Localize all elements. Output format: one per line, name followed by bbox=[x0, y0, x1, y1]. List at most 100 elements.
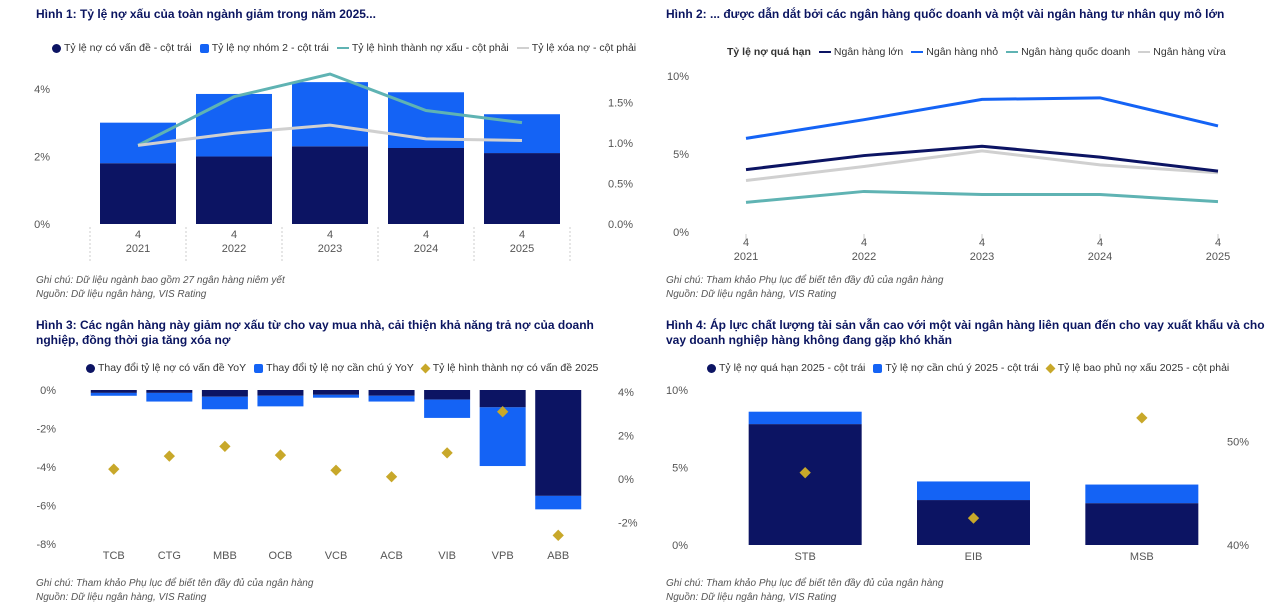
bar-watch-2025 bbox=[1085, 484, 1199, 504]
bar-problem-change bbox=[146, 390, 193, 393]
bar-overdue-2025 bbox=[1085, 503, 1199, 545]
y-left-tick-label: -8% bbox=[36, 539, 56, 551]
bar-watch-change bbox=[90, 392, 137, 396]
x-tick-label: 2023 bbox=[318, 243, 342, 255]
x-tick-label: 2023 bbox=[970, 251, 994, 263]
chart-source: Nguồn: Dữ liệu ngân hàng, VIS Rating bbox=[666, 289, 837, 300]
legend-item: Ngân hàng nhỏ bbox=[911, 46, 998, 58]
marker-formation-2025 bbox=[274, 449, 287, 461]
chart-panel-3: Hình 3: Các ngân hàng này giảm nợ xấu từ… bbox=[0, 308, 641, 616]
bar-group2-debt bbox=[196, 93, 272, 157]
marker-formation-2025 bbox=[108, 463, 120, 475]
legend-label: Tỷ lệ nợ quá hạn 2025 - cột trái bbox=[719, 362, 866, 374]
x-tick-label: 4 bbox=[979, 237, 985, 249]
bar-watch-change bbox=[535, 495, 582, 510]
x-tick-label: 4 bbox=[231, 229, 237, 241]
chart-title: Hình 1: Tỷ lệ nợ xấu của toàn ngành giảm… bbox=[36, 7, 376, 21]
legend-label: Tỷ lệ hình thành nợ xấu - cột phải bbox=[351, 42, 509, 54]
x-tick-label: VPB bbox=[492, 550, 514, 562]
marker-coverage-2025 bbox=[1136, 412, 1148, 424]
chart-note: Ghi chú: Tham khảo Phụ lục để biết tên đ… bbox=[666, 578, 944, 589]
line-large-banks bbox=[745, 144, 1219, 173]
y-right-tick-label: 4% bbox=[618, 387, 634, 399]
x-tick-label: STB bbox=[794, 551, 815, 563]
legend-marker bbox=[1138, 51, 1151, 53]
bar-watch-2025 bbox=[748, 411, 862, 425]
x-tick-label: 4 bbox=[519, 229, 525, 241]
legend-label: Thay đổi tỷ lệ nợ cần chú ý YoY bbox=[266, 362, 414, 374]
y-right-tick-label: 2% bbox=[618, 431, 634, 443]
x-tick-label: ACB bbox=[380, 550, 403, 562]
chart-source: Nguồn: Dữ liệu ngân hàng, VIS Rating bbox=[36, 592, 207, 603]
legend-marker bbox=[199, 43, 209, 53]
y-right-tick-label: -2% bbox=[618, 517, 638, 529]
bar-problem-change bbox=[424, 390, 471, 400]
legend-marker bbox=[254, 363, 264, 373]
y-left-tick-label: 5% bbox=[672, 463, 688, 475]
x-tick-label: 2021 bbox=[126, 243, 150, 255]
marker-formation-2025 bbox=[385, 471, 398, 483]
chart-note: Ghi chú: Tham khảo Phụ lục để biết tên đ… bbox=[666, 275, 944, 286]
bar-watch-change bbox=[313, 394, 359, 398]
chart-panel-4: Hình 4: Áp lực chất lượng tài sản vẫn ca… bbox=[641, 308, 1282, 616]
chart-legend: Thay đổi tỷ lệ nợ có vấn đề YoY Thay đổi … bbox=[86, 362, 606, 374]
bar-problem-change bbox=[479, 390, 526, 408]
legend-item: Thay đổi tỷ lệ nợ có vấn đề YoY bbox=[86, 362, 246, 374]
x-tick-label: 4 bbox=[1097, 237, 1103, 249]
bar-watch-change bbox=[424, 399, 471, 418]
y-left-tick-label: -6% bbox=[36, 501, 56, 513]
bar-problem-debt bbox=[100, 163, 176, 224]
y-left-tick-label: 0% bbox=[672, 540, 688, 552]
bar-watch-change bbox=[257, 395, 304, 407]
legend-item: Tỷ lệ nợ quá hạn 2025 - cột trái bbox=[707, 362, 865, 374]
bar-problem-debt bbox=[388, 148, 464, 224]
legend-item: Tỷ lệ nợ cần chú ý 2025 - cột trái bbox=[873, 362, 1039, 374]
y-left-tick-label: -4% bbox=[36, 462, 56, 474]
x-tick-label: 4 bbox=[861, 237, 867, 249]
x-tick-label: 4 bbox=[743, 237, 749, 249]
chart-plot: 0% -2% -4% -6% -8% 4% 2% 0% -2% TCB CTG MBB OCB VCB AC… bbox=[36, 385, 638, 562]
y-right-tick-label: 0.5% bbox=[608, 178, 633, 190]
line-medium-banks bbox=[745, 149, 1219, 183]
bar-problem-change bbox=[368, 390, 415, 396]
line-npl-formation bbox=[137, 72, 523, 147]
x-tick-label: VIB bbox=[438, 550, 456, 562]
x-tick-label: 4 bbox=[423, 229, 429, 241]
legend-marker bbox=[86, 363, 95, 373]
x-tick-label: 2025 bbox=[1206, 251, 1230, 263]
x-tick-label: TCB bbox=[103, 550, 125, 562]
legend-label: Tỷ lệ nợ cần chú ý 2025 - cột trái bbox=[885, 362, 1039, 374]
legend-item: Tỷ lệ bao phủ nợ xấu 2025 - cột phải bbox=[1045, 362, 1229, 374]
legend-item: Tỷ lệ xóa nợ - cột phải bbox=[516, 42, 637, 54]
legend-label: Tỷ lệ xóa nợ - cột phải bbox=[531, 42, 637, 54]
marker-formation-2025 bbox=[163, 450, 175, 462]
marker-formation-2025 bbox=[441, 447, 453, 459]
chart-title: Hình 2: ... được dẫn dắt bởi các ngân hà… bbox=[666, 7, 1225, 21]
marker-coverage-2025 bbox=[799, 467, 811, 479]
legend-marker bbox=[1006, 51, 1019, 53]
y-right-tick-label: 0% bbox=[618, 474, 634, 486]
y-tick-label: 5% bbox=[673, 149, 689, 161]
chart-plot: 0% 5% 10% 4 2021 4 2022 4 2023 4 2024 4 2025 bbox=[667, 71, 1230, 263]
bar-problem-change bbox=[90, 390, 137, 393]
legend-label: Tỷ lệ hình thành nợ có vấn đề 2025 bbox=[432, 362, 599, 374]
x-tick-label: 4 bbox=[327, 229, 333, 241]
bar-overdue-2025 bbox=[748, 424, 862, 545]
bar-problem-change bbox=[201, 390, 248, 397]
bar-watch-change bbox=[201, 396, 248, 410]
x-tick-label: CTG bbox=[158, 550, 181, 562]
x-tick-label: 2021 bbox=[734, 251, 758, 263]
marker-formation-2025 bbox=[552, 529, 564, 541]
chart-legend: Tỷ lệ nợ quá hạn 2025 - cột trái Tỷ lệ nợ… bbox=[707, 362, 1237, 374]
bar-watch-2025 bbox=[917, 481, 1030, 501]
legend-item: Tỷ lệ nợ nhóm 2 - cột trái bbox=[199, 42, 329, 54]
marker-formation-2025 bbox=[219, 440, 231, 453]
y-tick-label: 0% bbox=[673, 227, 689, 239]
y-right-tick-label: 40% bbox=[1227, 540, 1249, 552]
y-right-tick-label: 0.0% bbox=[608, 219, 633, 231]
y-right-tick-label: 1.0% bbox=[608, 138, 633, 150]
bar-watch-change bbox=[368, 395, 415, 402]
x-tick-label: 2022 bbox=[852, 251, 876, 263]
y-left-tick-label: 0% bbox=[40, 385, 56, 397]
legend-label: Ngân hàng quốc doanh bbox=[1021, 46, 1131, 58]
